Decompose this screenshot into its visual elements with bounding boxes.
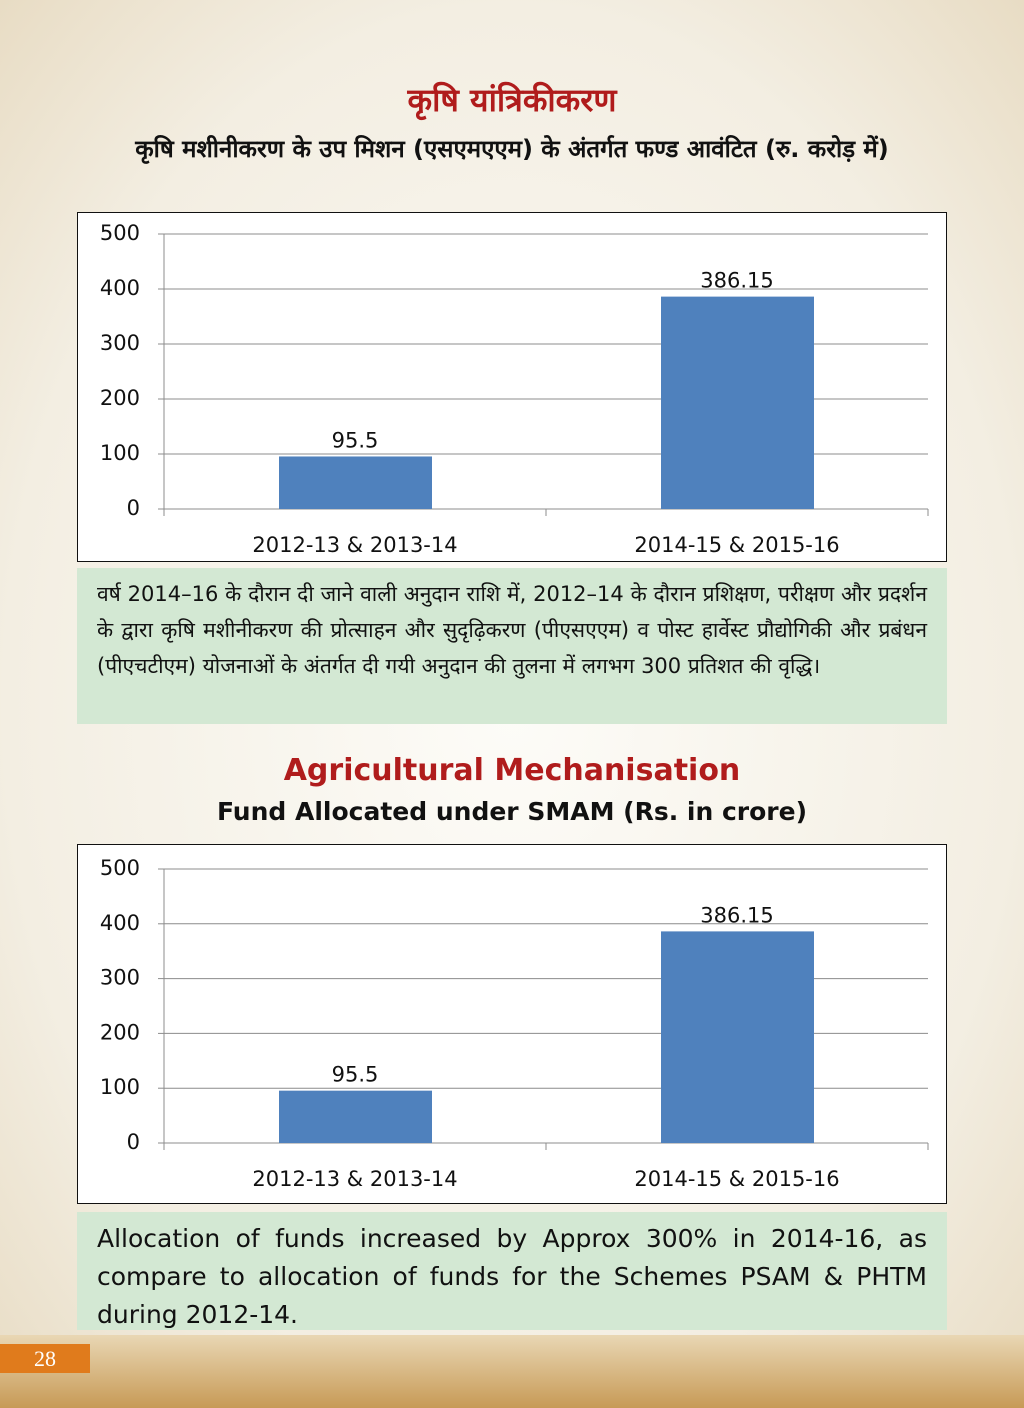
chart: 0 100 200 300 400 500 2012-13 & 2013-14 95.5 201… bbox=[100, 856, 929, 1191]
value-label: 95.5 bbox=[332, 1063, 379, 1087]
note-english: Allocation of funds increased by Approx … bbox=[77, 1212, 947, 1330]
x-tick-label: 2012-13 & 2013-14 bbox=[252, 1167, 457, 1191]
y-tick-label: 0 bbox=[127, 496, 140, 520]
y-tick-label: 400 bbox=[100, 276, 140, 300]
subtitle-english: Fund Allocated under SMAM (Rs. in crore) bbox=[216, 797, 808, 826]
y-tick-label: 200 bbox=[100, 386, 140, 410]
value-label: 95.5 bbox=[332, 428, 379, 452]
x-tick-label: 2012-13 & 2013-14 bbox=[252, 533, 457, 557]
subtitle-hindi: कृषि मशीनीकरण के उप मिशन (एसएमएएम) के अं… bbox=[135, 135, 889, 163]
y-tick-label: 500 bbox=[100, 856, 140, 880]
y-tick-label: 300 bbox=[100, 966, 140, 990]
y-tick-label: 200 bbox=[100, 1020, 140, 1044]
chart: 0 100 200 300 400 500 2012-13 & 2013-14 95.5 201… bbox=[100, 221, 929, 557]
bar bbox=[661, 296, 814, 509]
chart-box: 0 100 200 300 400 500 2012-13 & 2013-14 95.5 201… bbox=[77, 212, 947, 562]
y-tick-label: 400 bbox=[100, 911, 140, 935]
y-tick-label: 500 bbox=[100, 221, 140, 245]
bar bbox=[279, 456, 432, 509]
title-english: Agricultural Mechanisation bbox=[283, 753, 741, 788]
bar bbox=[279, 1090, 432, 1143]
y-tick-label: 0 bbox=[127, 1130, 140, 1154]
chart-box: 0 100 200 300 400 500 2012-13 & 2013-14 95.5 201… bbox=[77, 844, 947, 1204]
y-tick-label: 300 bbox=[100, 331, 140, 355]
x-tick-label: 2014-15 & 2015-16 bbox=[634, 1167, 839, 1191]
note-hindi: वर्ष 2014–16 के दौरान दी जाने वाली अनुदा… bbox=[77, 568, 947, 724]
value-label: 386.15 bbox=[700, 903, 773, 927]
field-photo bbox=[0, 1335, 1024, 1408]
page-number: 28 bbox=[0, 1344, 90, 1373]
value-label: 386.15 bbox=[700, 269, 773, 293]
y-tick-label: 100 bbox=[100, 441, 140, 465]
x-tick-label: 2014-15 & 2015-16 bbox=[634, 533, 839, 557]
title-hindi: कृषि यांत्रिकीकरण bbox=[407, 81, 617, 119]
y-tick-label: 100 bbox=[100, 1075, 140, 1099]
bar bbox=[661, 931, 814, 1143]
